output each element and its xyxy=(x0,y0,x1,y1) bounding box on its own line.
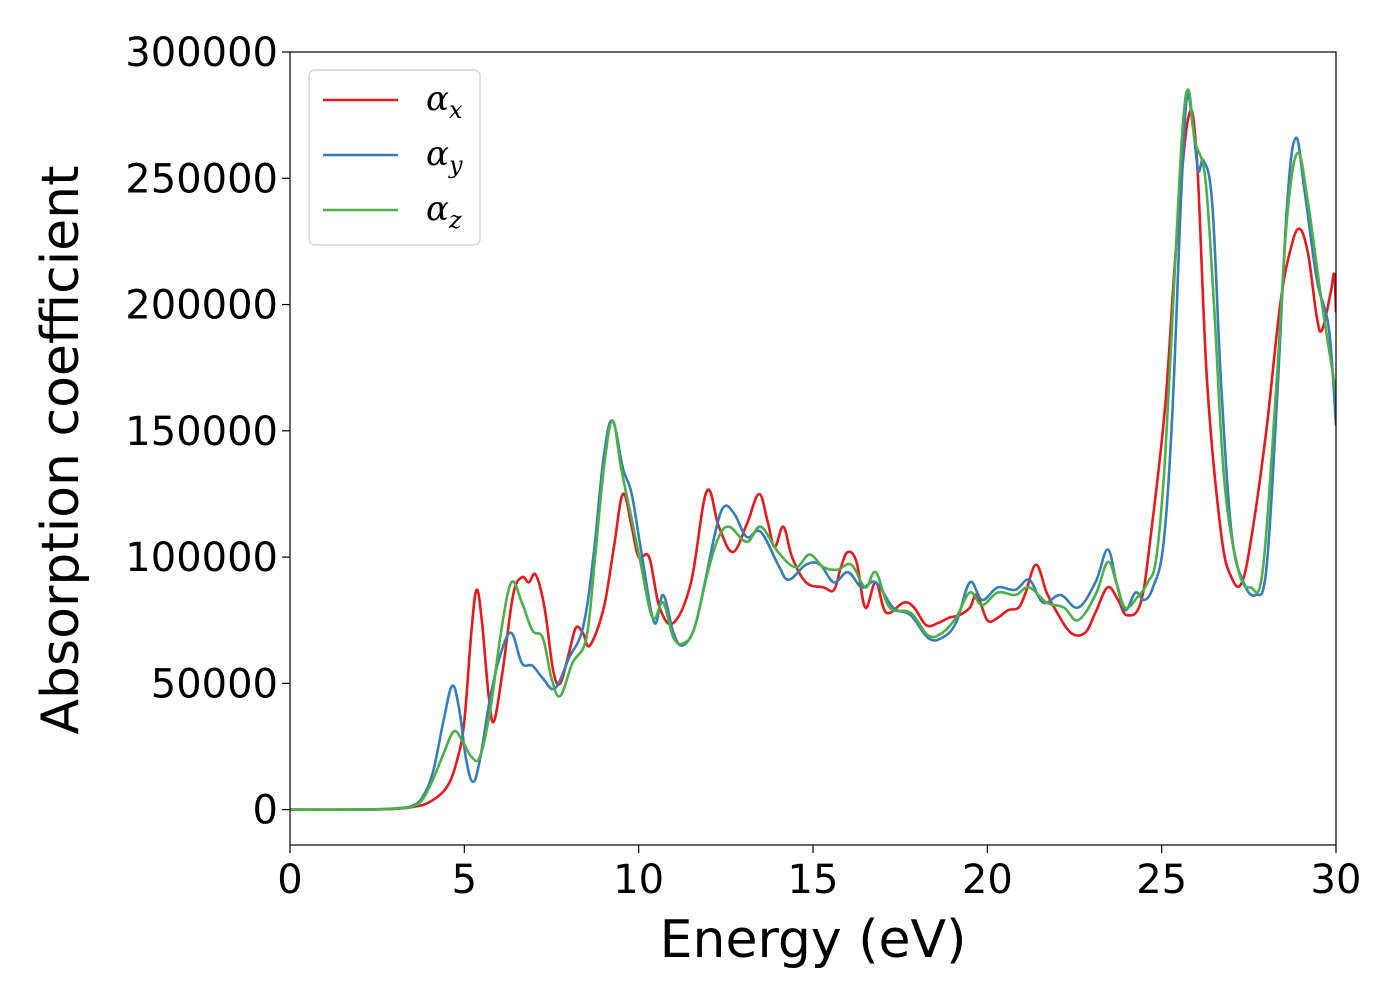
x-tick-label: 30 xyxy=(1311,857,1362,903)
y-tick-label: 300000 xyxy=(125,30,278,76)
y-tick-label: 250000 xyxy=(125,156,278,202)
y-axis-label: Absorption coefficient xyxy=(31,165,91,734)
y-tick-label: 200000 xyxy=(125,283,278,329)
y-tick-label: 100000 xyxy=(125,535,278,581)
x-axis-label: Energy (eV) xyxy=(660,910,967,970)
series-layer xyxy=(290,88,1336,812)
x-tick-label: 5 xyxy=(452,857,477,903)
x-tick-label: 10 xyxy=(613,857,664,903)
legend-label-x: αx xyxy=(426,79,463,124)
x-tick-label: 15 xyxy=(788,857,839,903)
legend: αx αy αz xyxy=(308,69,481,246)
legend-label-z: αz xyxy=(426,189,462,234)
y-tick-label: 0 xyxy=(253,788,278,834)
y-tick-label: 150000 xyxy=(125,409,278,455)
x-tick-label: 25 xyxy=(1136,857,1187,903)
x-tick-label: 0 xyxy=(277,857,302,903)
legend-box xyxy=(308,69,481,246)
x-tick-label: 20 xyxy=(962,857,1013,903)
axis-y-title: Absorption coefficient xyxy=(31,165,91,734)
ticks-layer: 0 5 10 15 20 25 30 0 50000 100000 150000 200000 2500… xyxy=(125,30,1361,903)
series-line-z xyxy=(290,88,1336,811)
y-tick-label: 50000 xyxy=(151,661,278,707)
legend-label-y: αy xyxy=(426,134,463,179)
plot-frame xyxy=(289,51,1337,846)
